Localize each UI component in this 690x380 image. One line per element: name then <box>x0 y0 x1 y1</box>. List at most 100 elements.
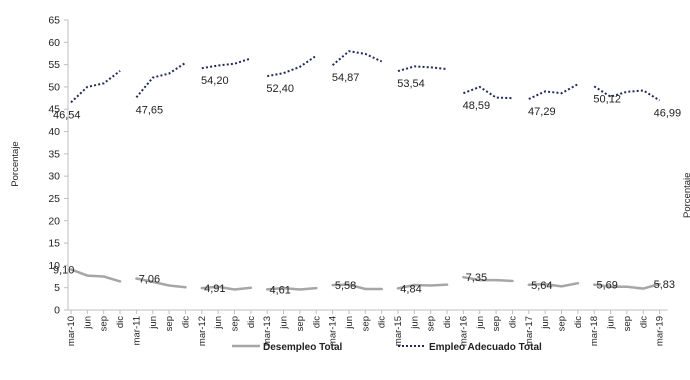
empleo-adecuado-data-label: 48,59 <box>463 100 491 112</box>
empleo-adecuado-data-label: 46,99 <box>654 107 682 119</box>
x-tick-label: dic <box>246 316 257 328</box>
x-tick-label: sep <box>295 316 306 331</box>
empleo-adecuado-total-line <box>267 54 317 78</box>
empleo-adecuado-total-line <box>528 83 579 100</box>
y-tick-label: 0 <box>54 305 60 317</box>
empleo-adecuado-total-line <box>593 85 661 102</box>
x-tick-labels: mar-10 jun sep dic mar-11 jun sep dic mar-12 jun s… <box>66 316 666 346</box>
desempleo-data-label: 9,10 <box>53 264 74 276</box>
y-tick-label: 55 <box>48 59 60 71</box>
desempleo-data-label: 7,35 <box>466 272 487 284</box>
empleo-adecuado-total-line <box>331 50 383 66</box>
x-tick-label: dic <box>507 316 518 328</box>
x-tick-label: sep <box>99 316 110 331</box>
x-tick-label: sep <box>360 316 371 331</box>
legend-label-desempleo: Desempleo Total <box>263 342 342 353</box>
x-tick-label: dic <box>638 316 649 328</box>
empleo-adecuado-total-line <box>463 85 513 100</box>
y-tick-label: 50 <box>48 81 60 93</box>
x-tick-label: dic <box>180 316 191 328</box>
y-tick-label: 60 <box>48 37 60 49</box>
x-tick-label: sep <box>557 316 568 331</box>
empleo-adecuado-total-line <box>201 57 252 70</box>
x-tick-label: jun <box>148 316 159 330</box>
desempleo-data-label: 5,64 <box>531 280 552 292</box>
x-tick-label: sep <box>426 316 437 331</box>
desempleo-data-label: 5,69 <box>596 280 617 292</box>
y-tick-label: 35 <box>48 148 60 160</box>
y-tick-label: 45 <box>48 104 60 116</box>
x-tick-label: dic <box>573 316 584 328</box>
x-tick-label: jun <box>213 316 224 330</box>
desempleo-total-line <box>592 282 661 290</box>
empleo-adecuado-total-line <box>70 70 121 104</box>
empleo-adecuado-data-label: 54,87 <box>332 72 360 84</box>
y-tick-label: 20 <box>48 215 60 227</box>
desempleo-total-line <box>396 283 449 290</box>
series-lines <box>69 50 661 291</box>
y-tick-label: 25 <box>48 193 60 205</box>
x-tick-label: dic <box>311 316 322 328</box>
x-tick-label: jun <box>475 316 486 330</box>
desempleo-data-label: 5,58 <box>335 280 356 292</box>
x-tick-label: sep <box>230 316 241 331</box>
y-tick-labels: 0 5 10 15 20 25 30 35 40 45 50 55 60 65 <box>48 15 60 317</box>
desempleo-total-line <box>135 277 187 289</box>
empleo-adecuado-data-label: 54,20 <box>201 75 229 87</box>
x-tick-label: sep <box>491 316 502 331</box>
y-axis-label: Porcentaje <box>10 141 21 186</box>
desempleo-total-line <box>462 275 514 283</box>
x-tick-label: jun <box>606 316 617 330</box>
x-tick-label: mar-14 <box>328 316 339 346</box>
empleo-adecuado-data-label: 53,54 <box>397 78 425 90</box>
empleo-adecuado-data-label: 46,54 <box>53 109 81 121</box>
x-tick-label: jun <box>344 316 355 330</box>
legend-label-empleo-adecuado: Empleo Adecuado Total <box>429 342 542 353</box>
desempleo-total-line <box>69 268 122 283</box>
x-tick-label: dic <box>377 316 388 328</box>
axes <box>64 19 668 314</box>
data-labels: 9,10 7,06 4,91 4,61 5,58 4,84 7,35 5,64 5,69 5,83… <box>53 72 681 296</box>
y-tick-label: 65 <box>48 15 60 27</box>
empleo-adecuado-data-label: 47,65 <box>136 104 164 116</box>
x-tick-label: mar-10 <box>66 316 77 346</box>
x-tick-label: mar-18 <box>589 316 600 346</box>
empleo-adecuado-total-line <box>135 61 187 99</box>
x-tick-label: dic <box>115 316 126 328</box>
y-tick-label: 40 <box>48 126 60 138</box>
y-tick-label: 15 <box>48 238 60 250</box>
x-tick-label: mar-17 <box>524 316 535 346</box>
y-tick-label: 10 <box>48 260 60 272</box>
x-tick-label: dic <box>442 316 453 328</box>
empleo-adecuado-data-label: 52,40 <box>266 83 294 95</box>
desempleo-data-label: 4,84 <box>400 283 421 295</box>
y-axis-label-right: Porcentaje <box>682 173 690 218</box>
x-tick-label: mar-13 <box>262 316 273 346</box>
x-tick-label: mar-11 <box>131 316 142 345</box>
y-tick-label: 30 <box>48 171 60 183</box>
desempleo-total-line <box>331 283 383 291</box>
desempleo-total-line <box>265 286 318 291</box>
x-tick-label: mar-19 <box>655 316 666 346</box>
x-tick-label: jun <box>409 316 420 330</box>
x-tick-label: mar-16 <box>458 316 469 346</box>
x-tick-label: jun <box>279 316 290 330</box>
desempleo-data-label: 7,06 <box>139 274 160 286</box>
x-tick-label: mar-12 <box>197 316 208 346</box>
empleo-adecuado-total-line <box>397 65 448 73</box>
desempleo-data-label: 5,83 <box>654 279 675 291</box>
x-tick-label: sep <box>622 316 633 331</box>
y-tick-label: 5 <box>54 282 60 294</box>
desempleo-total-line <box>200 285 253 291</box>
desempleo-data-label: 4,61 <box>269 284 290 296</box>
x-tick-label: jun <box>82 316 93 330</box>
x-tick-label: mar-15 <box>393 316 404 346</box>
x-tick-label: jun <box>540 316 551 330</box>
empleo-adecuado-data-label: 50,12 <box>593 93 621 105</box>
desempleo-total-line <box>527 281 580 288</box>
x-tick-label: sep <box>164 316 175 331</box>
empleo-adecuado-data-label: 47,29 <box>528 106 556 118</box>
legend: Desempleo Total Empleo Adecuado Total <box>232 342 542 353</box>
desempleo-data-label: 4,91 <box>204 283 225 295</box>
